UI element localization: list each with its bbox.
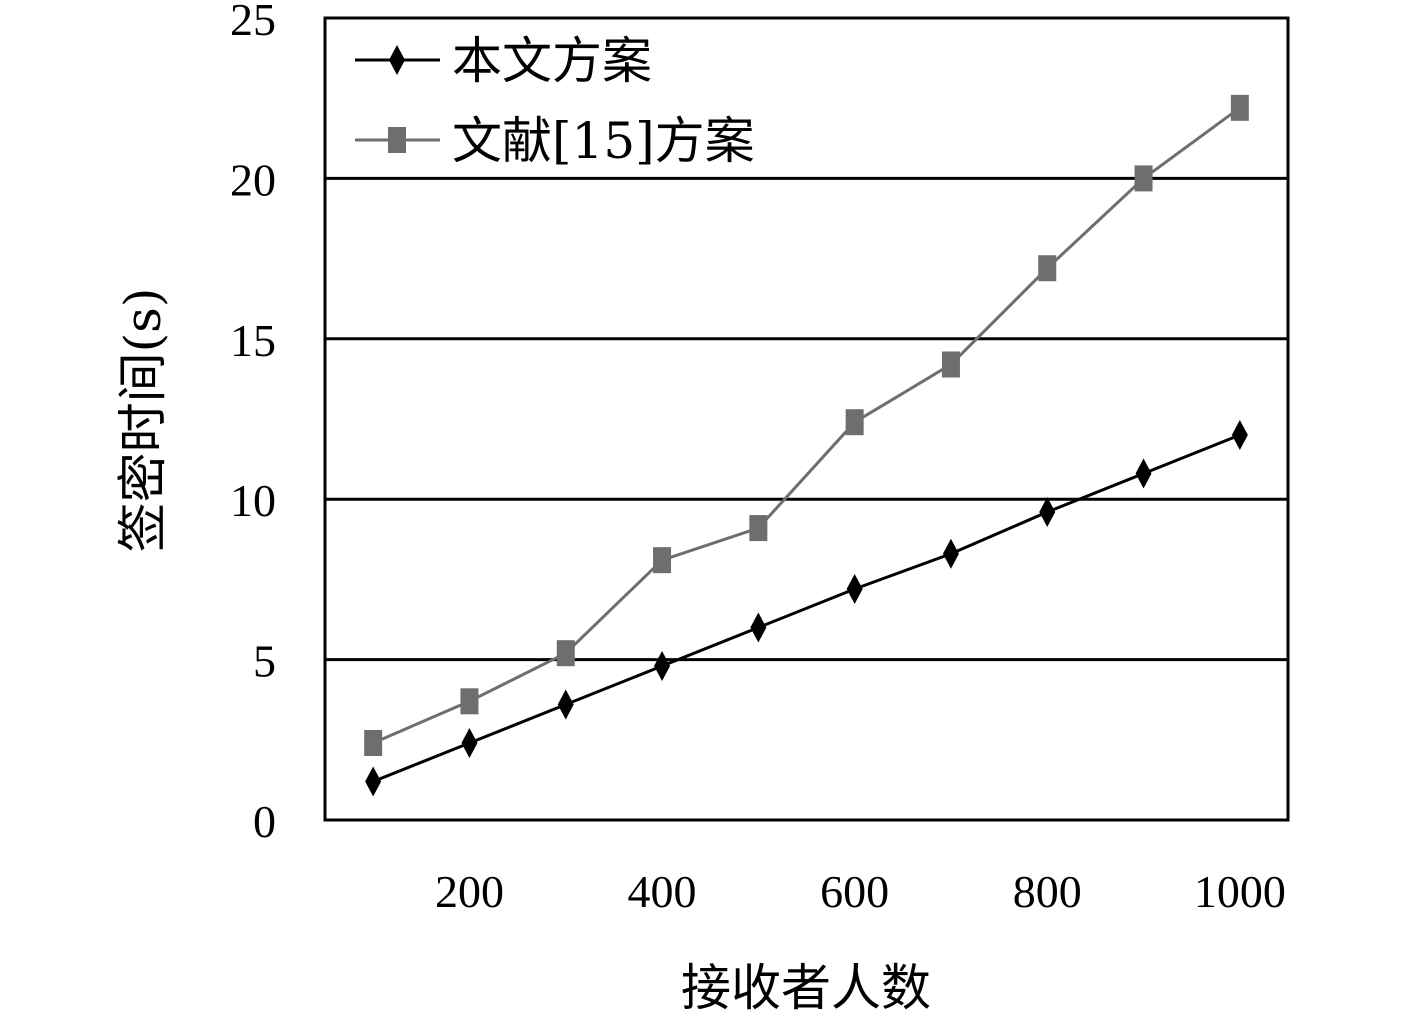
y-tick-label: 15 bbox=[230, 315, 276, 366]
y-tick-label: 5 bbox=[253, 636, 276, 687]
y-axis-title: 签密时间(s) bbox=[114, 288, 172, 553]
y-tick-label: 0 bbox=[253, 796, 276, 847]
y-tick-label: 20 bbox=[230, 154, 276, 205]
data-point bbox=[942, 538, 959, 569]
data-point bbox=[750, 612, 767, 643]
data-point bbox=[461, 728, 478, 759]
plot-frame bbox=[323, 16, 1290, 822]
data-point bbox=[557, 689, 574, 720]
x-tick-label: 600 bbox=[820, 866, 889, 917]
series-line bbox=[372, 106, 1241, 745]
series-2 bbox=[364, 94, 1249, 757]
data-point bbox=[749, 515, 768, 542]
data-point bbox=[845, 409, 864, 436]
x-tick-label: 800 bbox=[1013, 866, 1082, 917]
data-point bbox=[1231, 420, 1248, 451]
data-point bbox=[1039, 497, 1056, 528]
legend-entry: 文献[15]方案 bbox=[355, 112, 755, 170]
data-point bbox=[1038, 255, 1057, 282]
legend-marker bbox=[388, 127, 406, 153]
x-axis-title: 接收者人数 bbox=[681, 959, 931, 1017]
data-point bbox=[654, 651, 671, 682]
series-line bbox=[372, 433, 1241, 783]
x-axis-ticks: 200 400 600 800 1000 bbox=[435, 866, 1286, 917]
data-point bbox=[653, 547, 672, 574]
data-point bbox=[556, 640, 575, 667]
data-point bbox=[941, 351, 960, 378]
data-point bbox=[364, 730, 383, 757]
series-layer bbox=[364, 94, 1249, 797]
x-tick-label: 200 bbox=[435, 866, 504, 917]
data-point bbox=[1134, 165, 1153, 192]
data-point bbox=[1135, 458, 1152, 489]
legend-label: 本文方案 bbox=[452, 32, 652, 90]
data-point bbox=[1230, 94, 1249, 121]
data-point bbox=[365, 766, 382, 797]
legend-label: 文献[15]方案 bbox=[452, 112, 755, 170]
data-point bbox=[460, 688, 479, 715]
data-point bbox=[846, 574, 863, 605]
legend-marker bbox=[389, 45, 405, 75]
y-tick-label: 25 bbox=[230, 0, 276, 45]
y-tick-label: 10 bbox=[230, 475, 276, 526]
x-tick-label: 1000 bbox=[1194, 866, 1286, 917]
gridlines bbox=[325, 176, 1288, 662]
legend-entry: 本文方案 bbox=[355, 32, 652, 90]
series-1 bbox=[365, 420, 1248, 797]
x-tick-label: 400 bbox=[628, 866, 697, 917]
y-axis-ticks: 0 5 10 15 20 25 bbox=[230, 0, 276, 847]
